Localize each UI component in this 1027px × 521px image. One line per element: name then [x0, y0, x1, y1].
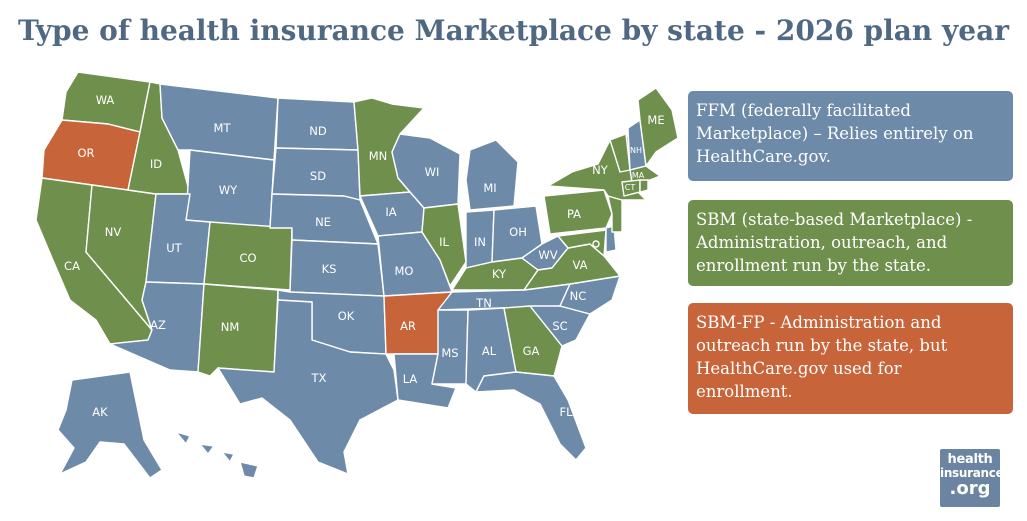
svg-text:GA: GA: [523, 344, 540, 358]
svg-text:WY: WY: [219, 183, 238, 197]
svg-text:IN: IN: [474, 235, 486, 249]
svg-text:NM: NM: [221, 320, 240, 334]
svg-text:VA: VA: [573, 258, 588, 272]
svg-text:CO: CO: [239, 251, 256, 265]
svg-text:KY: KY: [492, 267, 507, 281]
state-pa[interactable]: [543, 189, 613, 235]
svg-text:MS: MS: [441, 346, 458, 360]
svg-text:MO: MO: [395, 264, 414, 278]
svg-text:ND: ND: [309, 124, 327, 138]
svg-text:NC: NC: [570, 289, 587, 303]
svg-text:SC: SC: [552, 319, 567, 333]
svg-text:MN: MN: [369, 149, 388, 163]
svg-text:KS: KS: [322, 262, 337, 276]
state-fl[interactable]: [475, 371, 587, 461]
svg-text:WA: WA: [96, 93, 115, 107]
svg-text:LA: LA: [403, 372, 418, 386]
healthinsurance-org-logo: health insurance .org: [940, 449, 1004, 507]
svg-text:AL: AL: [482, 344, 497, 358]
svg-text:SD: SD: [310, 169, 326, 183]
svg-text:IA: IA: [385, 205, 396, 219]
state-md[interactable]: [557, 229, 607, 257]
svg-text:TN: TN: [475, 296, 492, 310]
state-me[interactable]: [637, 87, 679, 167]
state-ga[interactable]: [503, 305, 563, 377]
state-mi[interactable]: [465, 139, 519, 211]
svg-text:NV: NV: [105, 225, 122, 239]
svg-text:NY: NY: [592, 163, 609, 177]
svg-text:TX: TX: [311, 371, 327, 385]
state-ak[interactable]: [57, 371, 163, 479]
svg-text:UT: UT: [166, 241, 182, 255]
state-sc[interactable]: [529, 305, 591, 347]
svg-text:OK: OK: [338, 309, 355, 323]
state-ms[interactable]: [431, 309, 469, 385]
legend-ffm: FFM (federally facilitated Marketplace) …: [688, 91, 1013, 181]
state-ks[interactable]: [289, 239, 385, 297]
svg-text:OH: OH: [509, 225, 527, 239]
svg-text:WI: WI: [425, 165, 440, 179]
svg-text:NE: NE: [315, 215, 331, 229]
svg-text:ME: ME: [647, 113, 664, 127]
svg-text:PA: PA: [567, 207, 581, 221]
svg-text:ID: ID: [150, 157, 162, 171]
state-tx[interactable]: [217, 299, 399, 475]
svg-text:MI: MI: [483, 181, 496, 195]
state-labels: WA OR ID MT ND MN WI MI WY SD NV CA UT C…: [64, 93, 665, 419]
legend-sbm-fp: SBM-FP - Administration and outreach run…: [688, 303, 1013, 414]
svg-text:WV: WV: [538, 248, 557, 262]
state-il[interactable]: [421, 203, 467, 287]
us-marketplace-map: WA OR ID MT ND MN WI MI WY SD NV CA UT C…: [35, 71, 679, 479]
state-dc[interactable]: [592, 240, 600, 248]
svg-text:CA: CA: [64, 259, 80, 273]
state-nc[interactable]: [559, 275, 621, 315]
svg-text:OR: OR: [77, 146, 94, 160]
svg-text:NH: NH: [630, 146, 642, 155]
svg-text:AR: AR: [400, 319, 416, 333]
legend-sbm: SBM (state-based Marketplace) - Administ…: [688, 200, 1013, 286]
svg-text:CT: CT: [625, 183, 636, 192]
state-hi[interactable]: [175, 431, 259, 479]
svg-text:MA: MA: [632, 171, 645, 180]
svg-text:IL: IL: [439, 235, 449, 249]
state-ri[interactable]: [639, 179, 649, 193]
svg-text:AK: AK: [92, 405, 108, 419]
svg-text:AZ: AZ: [150, 318, 166, 332]
page-title: Type of health insurance Marketplace by …: [17, 14, 1010, 47]
svg-text:FL: FL: [559, 405, 573, 419]
svg-text:MT: MT: [214, 121, 232, 135]
state-ma[interactable]: [629, 165, 661, 183]
